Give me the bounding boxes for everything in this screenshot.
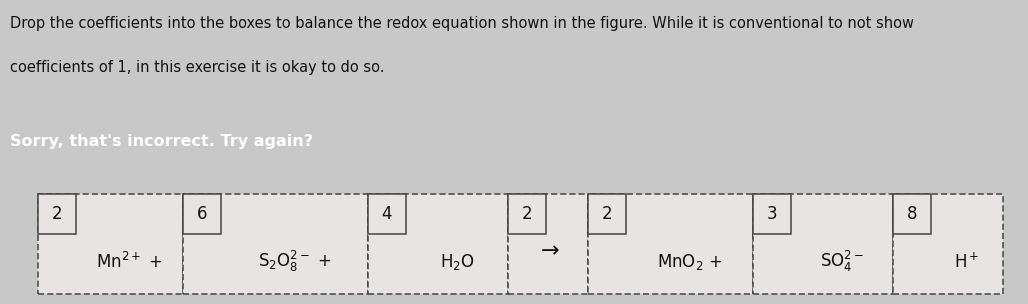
Bar	[752, 194, 791, 234]
FancyBboxPatch shape	[588, 194, 752, 294]
Bar	[183, 194, 221, 234]
Text: S$_2$O$_8^{2-}$ +: S$_2$O$_8^{2-}$ +	[258, 249, 331, 274]
Text: H$^+$: H$^+$	[954, 252, 980, 271]
Bar	[508, 194, 546, 234]
Text: coefficients of 1, in this exercise it is okay to do so.: coefficients of 1, in this exercise it i…	[10, 60, 384, 75]
Bar	[368, 194, 406, 234]
Text: Mn$^{2+}$ +: Mn$^{2+}$ +	[97, 252, 162, 272]
Text: 2: 2	[51, 205, 63, 223]
Text: 2: 2	[521, 205, 533, 223]
Text: 4: 4	[381, 205, 393, 223]
FancyBboxPatch shape	[508, 194, 588, 294]
Text: H$_2$O: H$_2$O	[440, 252, 474, 271]
FancyBboxPatch shape	[38, 194, 183, 294]
Text: 3: 3	[767, 205, 777, 223]
Text: SO$_4^{2-}$: SO$_4^{2-}$	[820, 249, 864, 274]
Text: Drop the coefficients into the boxes to balance the redox equation shown in the : Drop the coefficients into the boxes to …	[10, 16, 914, 30]
Text: Sorry, that's incorrect. Try again?: Sorry, that's incorrect. Try again?	[10, 134, 314, 149]
FancyBboxPatch shape	[893, 194, 1003, 294]
FancyBboxPatch shape	[183, 194, 368, 294]
Bar	[588, 194, 626, 234]
Text: 6: 6	[196, 205, 208, 223]
Text: 2: 2	[601, 205, 613, 223]
Text: 8: 8	[907, 205, 917, 223]
Bar	[38, 194, 76, 234]
Text: MnO$_2$ +: MnO$_2$ +	[657, 252, 723, 271]
Text: $\rightarrow$: $\rightarrow$	[536, 239, 560, 259]
Bar	[893, 194, 931, 234]
FancyBboxPatch shape	[368, 194, 508, 294]
FancyBboxPatch shape	[752, 194, 893, 294]
